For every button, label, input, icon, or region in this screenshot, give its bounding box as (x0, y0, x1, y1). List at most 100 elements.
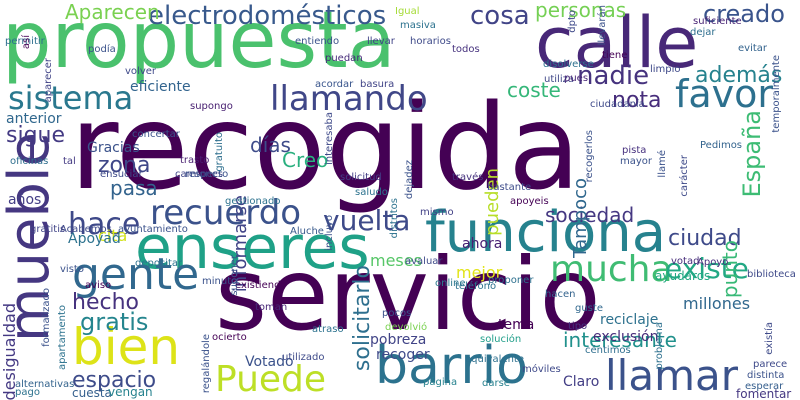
word-acabemos: Acabemos (60, 224, 112, 235)
word-darse: darse (482, 378, 510, 389)
word-coste: coste (507, 78, 561, 102)
word-funciona: funciona (425, 200, 667, 265)
word-además: además (695, 63, 783, 88)
word-existe: existe (665, 252, 749, 285)
word-favor: favor (675, 72, 774, 116)
word-recogida: recogida (70, 78, 581, 216)
word-basura: basura (360, 79, 395, 90)
word-aparecen: Aparecen (65, 0, 160, 24)
word-página: página (423, 377, 458, 388)
word-llamé: llamé (657, 150, 668, 178)
word-días: días (250, 133, 291, 157)
word-suponer: suponer (229, 255, 240, 296)
word-votad: votad (671, 256, 700, 267)
word-bien: bien (72, 318, 181, 376)
word-apoyeis: apoyeis (510, 196, 549, 207)
word-formalizado: formalizado (41, 288, 52, 347)
word-permitir: permitir (5, 36, 45, 47)
word-distritos: distritos (389, 198, 400, 239)
word-aluche: Aluche (290, 226, 324, 237)
word-parece: parece (753, 359, 788, 370)
word-espacio: espacio (72, 368, 157, 393)
word-sistema: sistema (8, 79, 134, 117)
word-teléfono: teléfono (455, 281, 497, 292)
word-online: online (435, 278, 466, 289)
word-incluyo: incluyo (324, 215, 335, 251)
word-ahora: ahora (462, 236, 503, 252)
word-horarios: horarios (410, 36, 451, 47)
word-utiliza: utiliza (544, 74, 574, 85)
word-alternativas: alternativas (15, 379, 75, 390)
word-podía: podía (88, 44, 116, 55)
word-solicitarlo: solicitarlo (350, 265, 375, 372)
word-todos: todos (452, 44, 480, 55)
word-meses: meses (370, 251, 422, 270)
word-años: años (8, 192, 42, 208)
word-hacen: hacen (545, 289, 576, 300)
word-pista: pista (622, 145, 647, 156)
word-personas: personas (535, 0, 627, 22)
word-tema: tema (498, 317, 535, 333)
word-minuto: minuto (202, 276, 238, 287)
word-gratitis: gratitis (30, 224, 66, 235)
word-oficinas: oficinas (10, 156, 49, 167)
word-nota: nota (612, 88, 662, 113)
word-gracias: Gracias (87, 140, 140, 156)
word-céntimos: céntimos (585, 345, 631, 356)
word-millones: millones (683, 294, 751, 313)
word-igual: Igual (395, 6, 420, 17)
word-bastante: bastante (487, 182, 532, 193)
word-esperar: esperar (745, 381, 784, 392)
word-vuelta: vuelta (323, 204, 411, 237)
word-interesante: interesante (563, 328, 677, 352)
word-biblioteca: biblioteca (747, 269, 796, 280)
word-nadie: nadie (577, 61, 650, 91)
word-puedan: puedan (325, 53, 363, 64)
word-tal: tal (63, 156, 76, 167)
word-ocierto: ocierto (212, 332, 247, 343)
word-cosa: cosa (470, 1, 530, 31)
word-solución: solución (480, 334, 522, 345)
word-recuerdo: recuerdo (150, 193, 302, 233)
word-mucha: mucha (550, 249, 673, 290)
word-sigue: sigue (6, 123, 66, 148)
word-barrio: barrio (375, 336, 528, 396)
word-pocos: pocos (382, 308, 412, 319)
word-sociedad: sociedad (545, 203, 635, 227)
word-zona: zona (98, 153, 151, 178)
word-través: través (452, 172, 484, 183)
word-cita: cita (98, 226, 128, 245)
word-gratis: gratis (80, 308, 149, 336)
word-ayuntamiento: ayuntamiento (118, 224, 188, 235)
word-llevar: llevar (367, 36, 395, 47)
word-solicitud: solicitud (340, 172, 382, 183)
word-masiva: masiva (400, 20, 436, 31)
word-avaluar: avaluar (405, 256, 443, 267)
word-camiones: camiones (175, 169, 223, 180)
word-reciclaje: reciclaje (600, 312, 659, 328)
word-aviso: aviso (85, 280, 112, 291)
word-ensuciar: ensuciar (100, 169, 143, 180)
word-pueden: pueden (482, 168, 503, 236)
word-utilizado: utilizado (282, 352, 325, 363)
word-saludo: saludo (355, 187, 388, 198)
word-tampoco: Tampoco (570, 178, 591, 258)
word-suficiente: suficiente (693, 16, 742, 27)
word-supongo: supongo (190, 101, 233, 112)
word-apoyad: Apoyad (68, 231, 121, 247)
word-servicio: servicio (215, 236, 601, 353)
word-dejar: dejar (690, 27, 716, 38)
word-atraso: atraso (312, 324, 344, 335)
word-problema: problema (654, 322, 665, 370)
word-hecho: hecho (72, 290, 139, 315)
word-dejadez: dejadez (404, 160, 415, 200)
word-ayudaros: ayudaros (655, 269, 711, 283)
word-acordar: acordar (315, 79, 354, 90)
word-equivalente: equivalente (465, 354, 525, 365)
word-mismo: mismo (420, 207, 454, 218)
word-visto: visto (60, 264, 84, 275)
word-toman: toman (255, 302, 288, 313)
word-apoyo: Apoyo (697, 257, 729, 268)
word-punto: punto (718, 240, 742, 299)
word-cuesta: cuesta (72, 386, 112, 400)
